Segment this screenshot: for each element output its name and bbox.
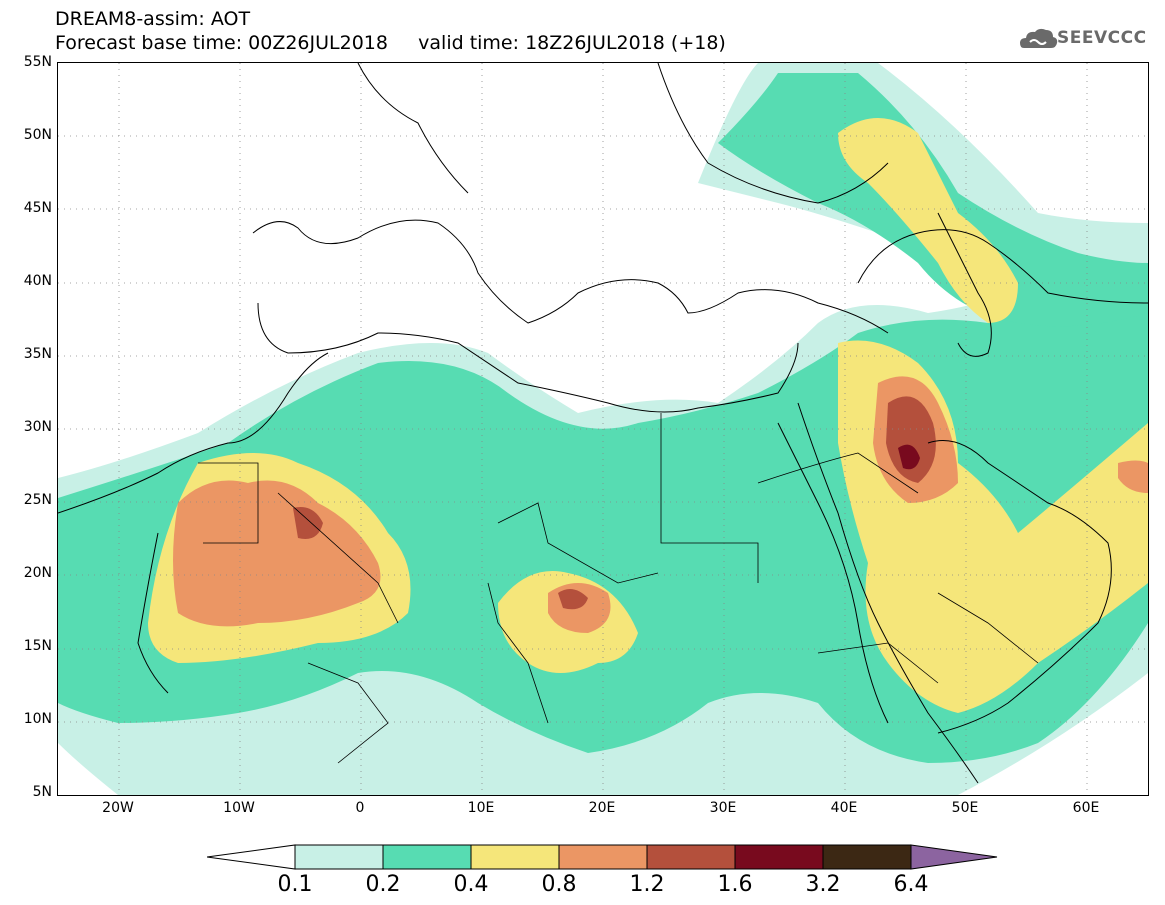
aot-map-plot — [58, 63, 1148, 795]
coastlines — [58, 63, 1148, 784]
aot-contour-1.6 — [898, 444, 920, 470]
lon-label: 20E — [588, 800, 616, 816]
lat-label: 20N — [23, 565, 52, 581]
aot-contour-1.2 — [886, 396, 936, 483]
graticule — [58, 63, 1148, 795]
forecast-time-subtitle: Forecast base time: 00Z26JUL2018 valid t… — [55, 32, 726, 54]
cloud-icon — [1020, 28, 1058, 48]
colorbar-label: 1.6 — [717, 872, 753, 897]
lon-label: 20W — [102, 800, 134, 816]
colorbar-bin — [470, 844, 560, 870]
colorbar-bin — [646, 844, 736, 870]
lon-label: 60E — [1072, 800, 1100, 816]
lat-label: 55N — [23, 54, 52, 70]
aot-map — [57, 62, 1149, 796]
lat-label: 10N — [23, 711, 52, 727]
lon-label: 50E — [951, 800, 979, 816]
aot-contour-0.8 — [173, 480, 381, 627]
colorbar-bin — [734, 844, 824, 870]
colorbar-label: 6.4 — [893, 872, 929, 897]
lat-label: 45N — [23, 200, 52, 216]
lon-label: 0 — [355, 800, 365, 816]
lat-label: 50N — [23, 127, 52, 143]
aot-colorbar — [207, 844, 998, 870]
colorbar-label: 0.4 — [453, 872, 489, 897]
colorbar-bin — [294, 844, 384, 870]
country-borders — [198, 413, 1039, 764]
lat-label: 40N — [23, 273, 52, 289]
colorbar-label: 0.8 — [541, 872, 577, 897]
logo-text: SEEVCCC — [1057, 28, 1147, 48]
lon-label: 10E — [467, 800, 495, 816]
lat-label: 30N — [23, 419, 52, 435]
colorbar-label: 0.2 — [365, 872, 401, 897]
colorbar-bin — [822, 844, 912, 870]
lat-label: 5N — [32, 784, 52, 800]
colorbar-label: 3.2 — [805, 872, 841, 897]
colorbar-label: 0.1 — [277, 872, 313, 897]
lon-label: 10W — [223, 800, 255, 816]
colorbar-bin-above — [910, 844, 998, 870]
colorbar-bin — [558, 844, 648, 870]
lat-label: 25N — [23, 492, 52, 508]
colorbar-label: 1.2 — [629, 872, 665, 897]
lon-label: 40E — [830, 800, 858, 816]
colorbar-bin — [382, 844, 472, 870]
lat-label: 35N — [23, 346, 52, 362]
colorbar-bin-below — [207, 844, 296, 870]
map-title: DREAM8-assim: AOT — [55, 8, 251, 30]
lat-label: 15N — [23, 638, 52, 654]
lon-label: 30E — [709, 800, 737, 816]
